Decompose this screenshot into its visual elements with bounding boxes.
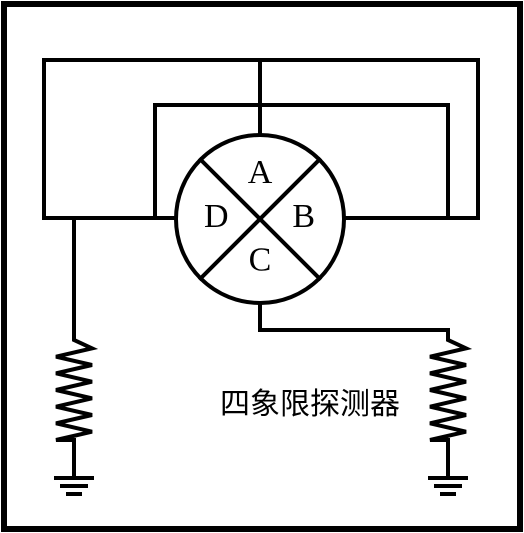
- svg-text:B: B: [292, 198, 315, 235]
- diagram-title: 四象限探测器: [220, 388, 400, 421]
- diagram-container: ABCD 四象限探测器: [0, 0, 524, 533]
- svg-text:D: D: [204, 198, 229, 235]
- svg-text:C: C: [249, 241, 272, 278]
- svg-text:A: A: [248, 154, 273, 191]
- circuit-diagram-svg: ABCD 四象限探测器: [0, 0, 524, 533]
